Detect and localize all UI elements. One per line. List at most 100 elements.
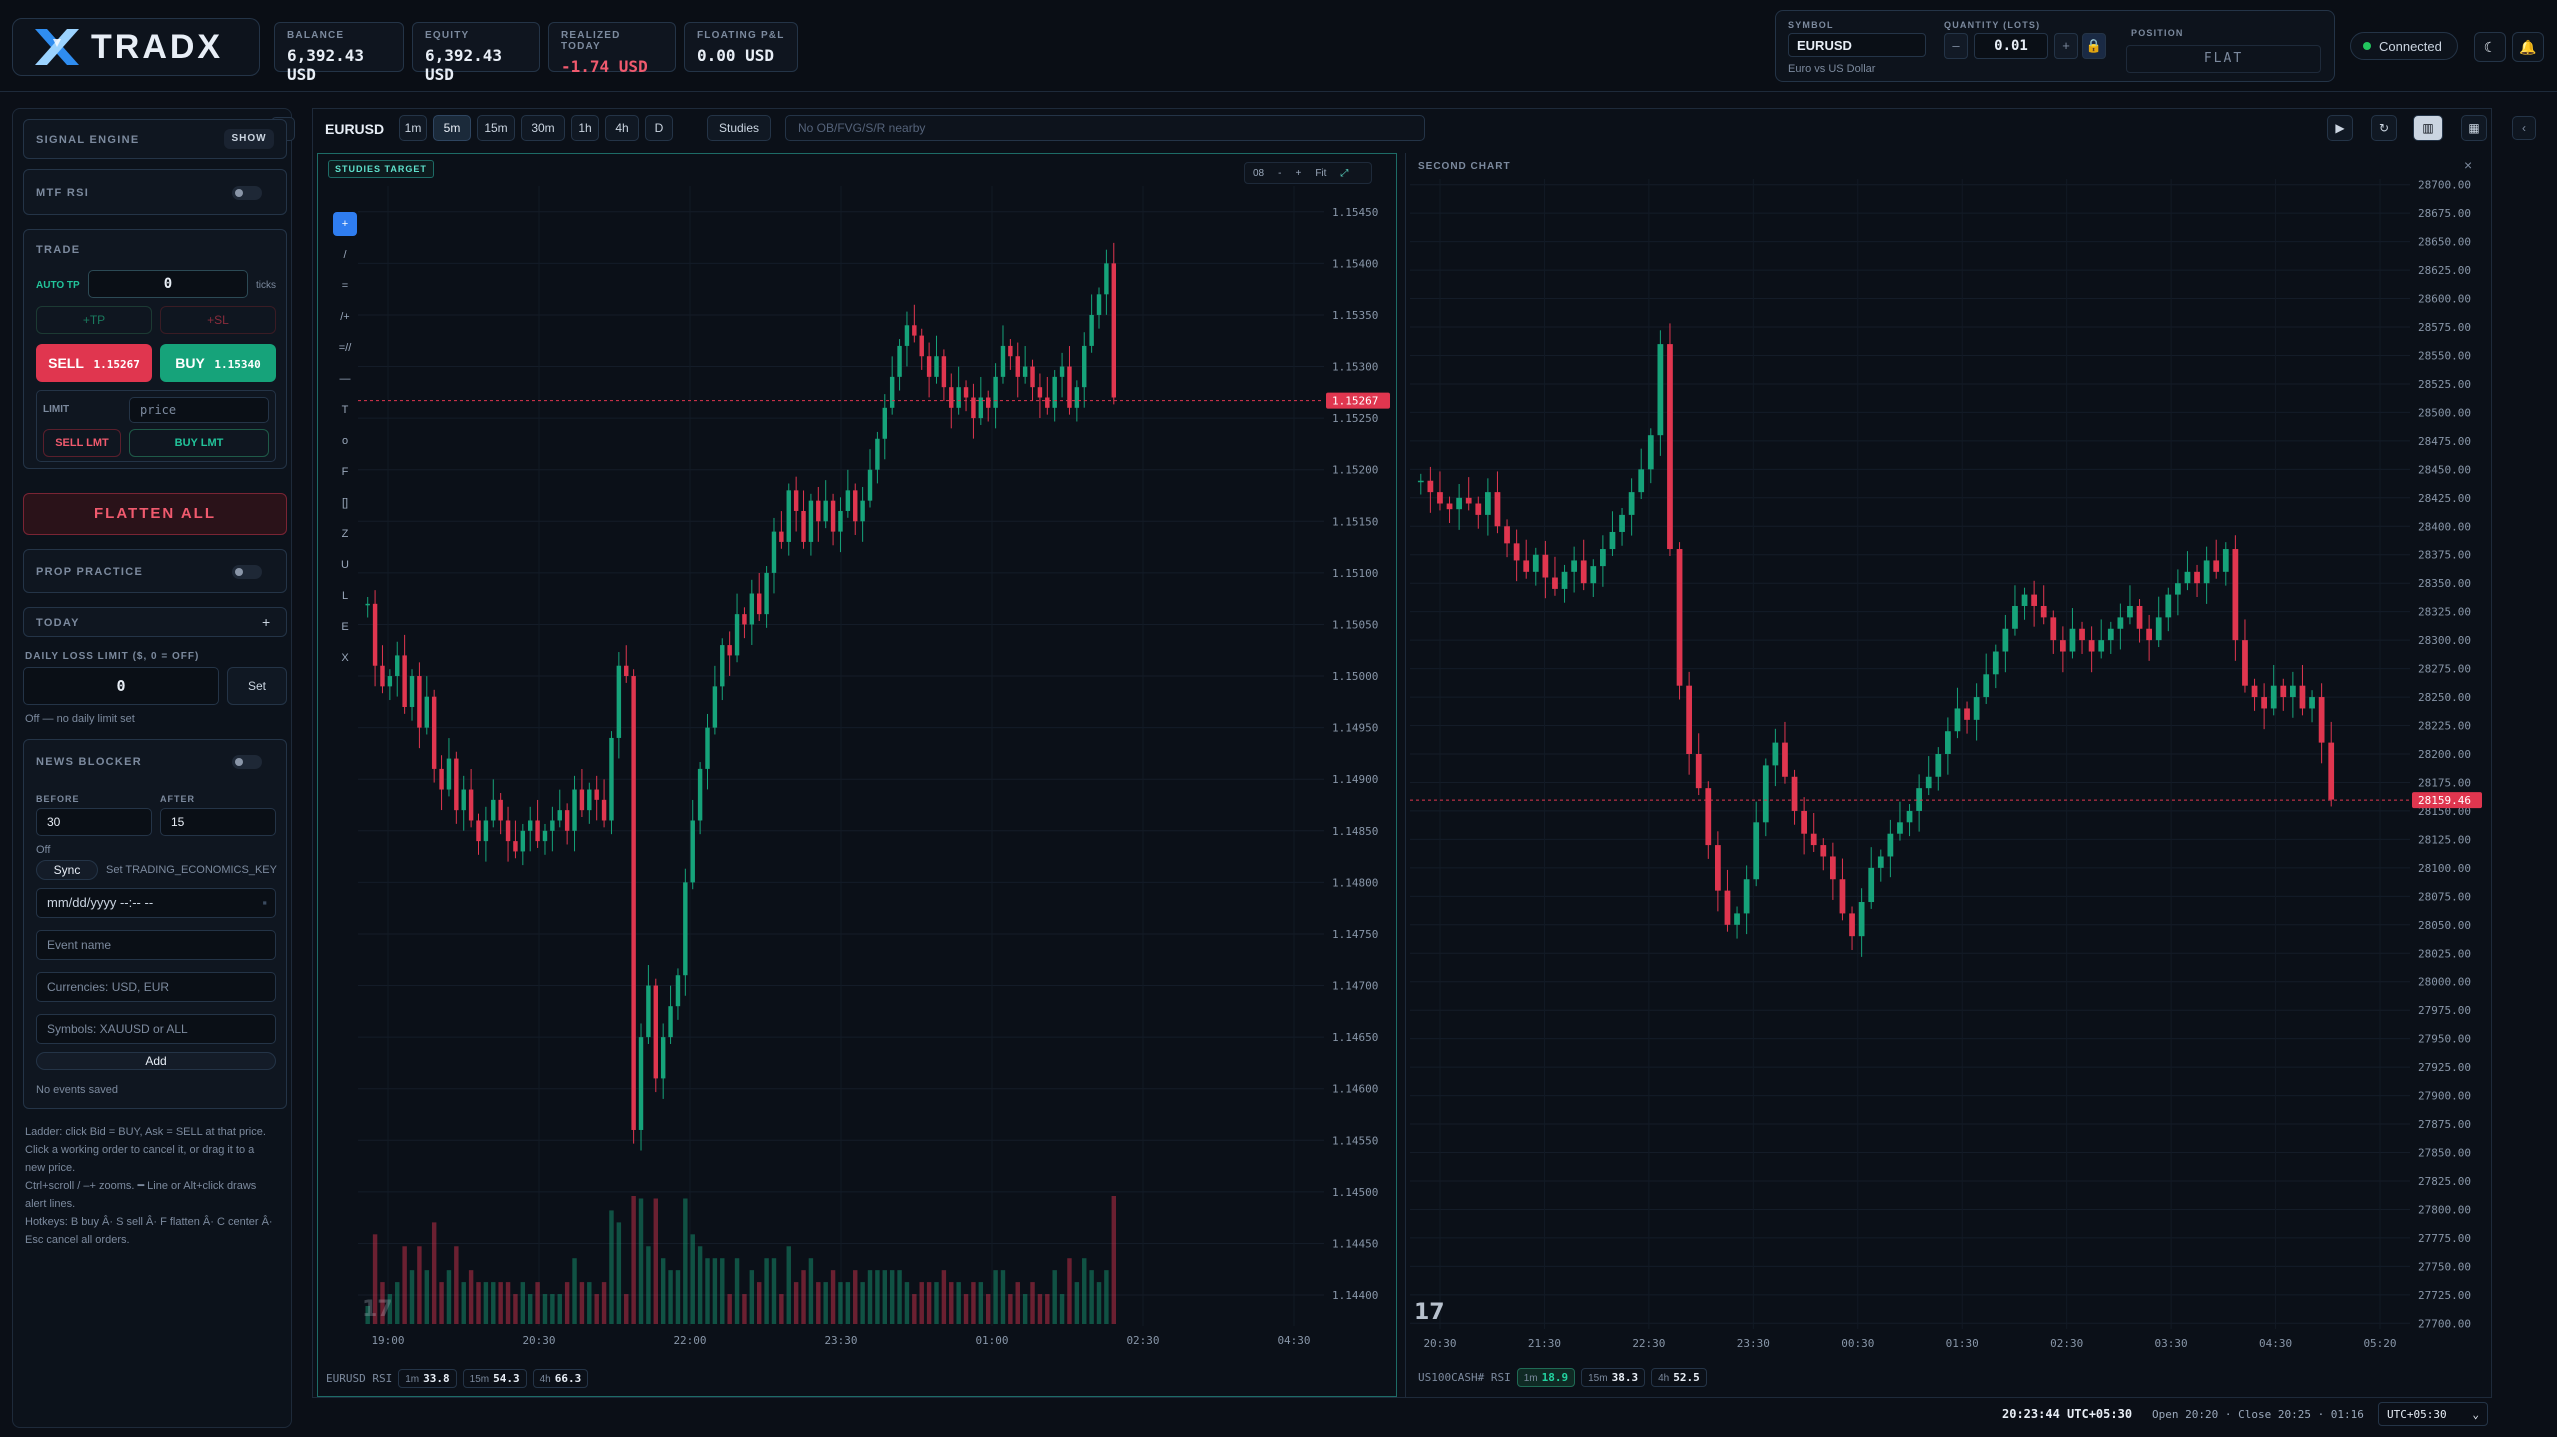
volume-bar [712, 1258, 718, 1324]
balance-label: BALANCE [287, 30, 345, 41]
chart-1-panel[interactable]: STUDIES TARGET 08 - + Fit ⤢ + / = /+ =//… [317, 153, 1397, 1397]
candle-body [985, 397, 991, 408]
tf-1h-button[interactable]: 1h [571, 115, 599, 141]
candle-body [638, 1037, 644, 1130]
candle-body [764, 572, 769, 615]
volume-bar [793, 1282, 799, 1324]
tf-1m-button[interactable]: 1m [399, 115, 427, 141]
play-icon[interactable]: ▶ [2327, 115, 2353, 141]
sell-button[interactable]: SELL 1.15267 [36, 344, 152, 382]
y-tick-label: 1.14900 [1332, 773, 1378, 786]
currencies-input[interactable]: Currencies: USD, EUR [36, 972, 276, 1002]
daily-loss-set-button[interactable]: Set [227, 667, 287, 705]
zone-tool[interactable]: Z [341, 528, 349, 540]
x-tick-label: 01:00 [975, 1334, 1008, 1347]
brand-logo[interactable]: TRADX [12, 18, 260, 76]
tradingview-logo-icon: 17 [362, 1297, 393, 1322]
candle-body [2175, 583, 2181, 595]
y-tick-label: 28175.00 [2418, 776, 2471, 789]
limit-price-input[interactable]: price [129, 397, 269, 423]
tf-15m-button[interactable]: 15m [477, 115, 515, 141]
rsi-4h-chip: 4h 66.3 [532, 1368, 589, 1388]
today-expand-icon[interactable]: + [262, 614, 271, 630]
event-name-input[interactable]: Event name [36, 930, 276, 960]
sell-limit-button[interactable]: SELL LMT [43, 429, 121, 457]
candle-body [461, 789, 466, 811]
lock-icon[interactable]: 🔒 [2082, 33, 2106, 59]
tf-4h-button[interactable]: 4h [605, 115, 639, 141]
add-tp-button[interactable]: +TP [36, 306, 152, 334]
volume-bar [1074, 1282, 1080, 1324]
news-blocker-toggle[interactable] [232, 755, 262, 769]
close-second-chart-icon[interactable]: × [2464, 157, 2473, 173]
before-input[interactable]: 30 [36, 808, 152, 836]
hline-tool[interactable]: — [339, 373, 351, 385]
y-tick-label: 1.15150 [1332, 515, 1378, 528]
volume-bar [1030, 1282, 1035, 1324]
long-tool[interactable]: L [341, 590, 349, 602]
qty-decrease-button[interactable]: – [1944, 33, 1968, 59]
prop-practice-title: PROP PRACTICE [36, 566, 144, 578]
symbol-panel: SYMBOL EURUSD Euro vs US Dollar QUANTITY… [1775, 10, 2335, 82]
signal-show-button[interactable]: SHOW [224, 129, 274, 149]
timezone-select[interactable]: UTC+05:30 ⌄ [2378, 1402, 2488, 1426]
theme-moon-icon[interactable]: ☾ [2474, 32, 2506, 62]
grid-layout-icon[interactable]: ▦ [2461, 115, 2487, 141]
symbols-input[interactable]: Symbols: XAUUSD or ALL [36, 1014, 276, 1044]
us100-candle-chart[interactable]: 28700.00 28675.00 28650.00 28625.00 28600.00… [1410, 173, 2486, 1369]
add-event-button[interactable]: Add [36, 1052, 276, 1070]
fit-button[interactable]: Fit [1315, 167, 1327, 179]
datetime-input[interactable]: mm/dd/yyyy --:-- -- ▪ [36, 888, 276, 918]
collapse-right-icon[interactable]: ‹ [2512, 116, 2536, 140]
y-tick-label: 28550.00 [2418, 349, 2471, 362]
volume-bar [409, 1270, 415, 1324]
ray-tool[interactable]: /+ [340, 311, 350, 323]
tf-d-button[interactable]: D [645, 115, 673, 141]
candle-body [668, 1006, 673, 1038]
clear-tool[interactable]: X [341, 652, 349, 664]
prop-practice-toggle[interactable] [232, 565, 262, 579]
tf-5m-button[interactable]: 5m [433, 115, 471, 141]
studies-button[interactable]: Studies [707, 115, 771, 141]
rect-tool[interactable]: [] [341, 497, 349, 509]
mtf-rsi-toggle[interactable] [232, 186, 262, 200]
y-tick-label: 28450.00 [2418, 463, 2471, 476]
realized-today-stat: REALIZED TODAY -1.74 USD [548, 22, 676, 76]
auto-tp-input[interactable]: 0 [88, 270, 248, 298]
expand-icon[interactable]: ⤢ [1340, 167, 1349, 179]
buy-button[interactable]: BUY 1.15340 [160, 344, 276, 382]
fib-tool[interactable]: F [341, 466, 349, 478]
eurusd-candle-chart[interactable]: 1.15450 1.15400 1.15350 1.15300 1.15250 1.152… [358, 180, 1394, 1370]
zoom-in-button[interactable]: + [1295, 167, 1302, 179]
circle-tool[interactable]: o [341, 435, 349, 447]
flatten-all-button[interactable]: FLATTEN ALL [23, 493, 287, 535]
volume-bar [756, 1282, 762, 1324]
notification-bell-icon[interactable]: 🔔 [2512, 32, 2544, 62]
up-tool[interactable]: U [341, 559, 349, 571]
buy-limit-button[interactable]: BUY LMT [129, 429, 269, 457]
qty-increase-button[interactable]: + [2054, 33, 2078, 59]
no-events-note: No events saved [36, 1084, 118, 1096]
after-input[interactable]: 15 [160, 808, 276, 836]
calendar-icon[interactable]: ▪ [262, 895, 267, 910]
quantity-input[interactable]: 0.01 [1974, 33, 2048, 59]
refresh-icon[interactable]: ↻ [2371, 115, 2397, 141]
symbol-input[interactable]: EURUSD [1788, 33, 1926, 57]
zoom-out-button[interactable]: - [1278, 167, 1282, 179]
daily-loss-input[interactable]: 0 [23, 667, 219, 705]
crosshair-tool[interactable]: + [333, 212, 357, 236]
split-layout-icon[interactable]: ▥ [2413, 115, 2443, 141]
sync-button[interactable]: Sync [36, 860, 98, 880]
x-tick-label: 00:30 [1841, 1337, 1874, 1350]
daily-loss-label: DAILY LOSS LIMIT ($, 0 = OFF) [25, 651, 200, 662]
parallel-tool[interactable]: = [341, 280, 349, 292]
tf-30m-button[interactable]: 30m [521, 115, 565, 141]
add-sl-button[interactable]: +SL [160, 306, 276, 334]
eraser-tool[interactable]: E [341, 621, 349, 633]
volume-bar [1000, 1270, 1006, 1324]
channel-tool[interactable]: =// [338, 342, 352, 354]
text-tool[interactable]: T [341, 404, 349, 416]
trendline-tool[interactable]: / [343, 249, 347, 261]
candle-body [1782, 742, 1788, 777]
chart-2-panel[interactable]: SECOND CHART × 28700.00 28675.00 28650.00 2… [1405, 153, 2489, 1397]
